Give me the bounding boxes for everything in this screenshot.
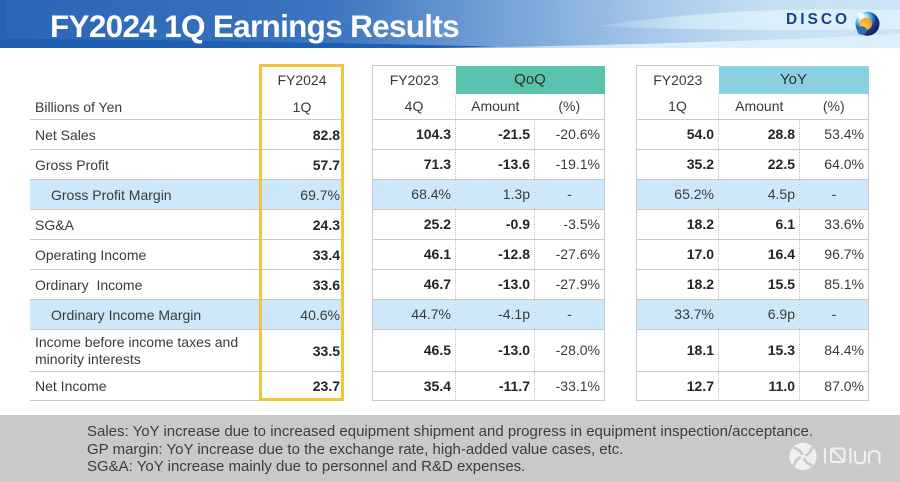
svg-text:DISCO: DISCO [786, 11, 850, 28]
